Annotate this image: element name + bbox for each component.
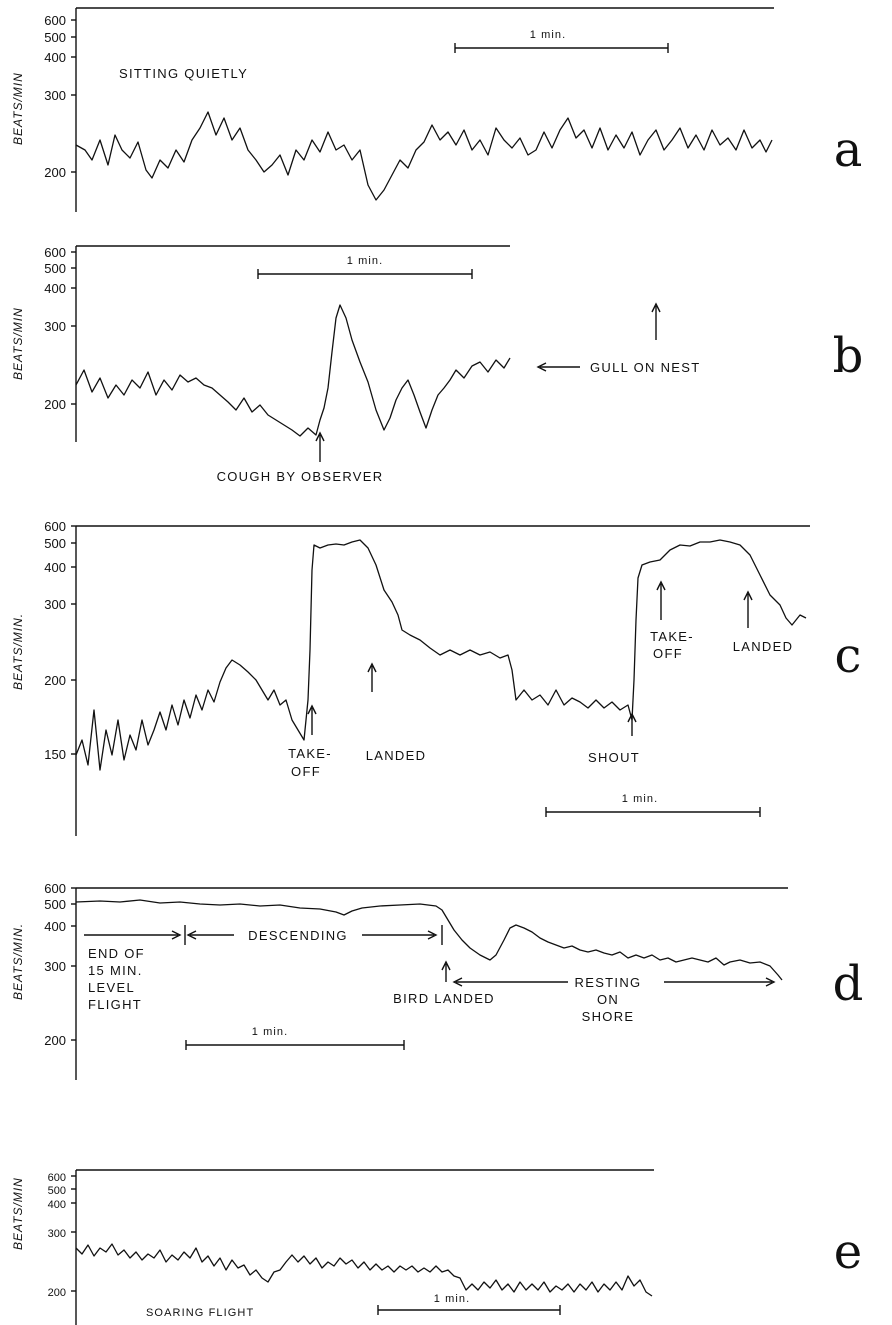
annotation-takeoff-2: TAKE- — [650, 629, 694, 644]
time-scale-label: 1 min. — [347, 255, 384, 267]
time-scale-label: 1 min. — [530, 29, 567, 41]
y-tick-label: 400 — [44, 50, 66, 65]
y-axis-label: BEATS/MIN. — [11, 923, 25, 1000]
annotation-shout: SHOUT — [588, 750, 640, 765]
annotation-end-of-flight-line4: FLIGHT — [88, 997, 142, 1012]
y-axis-label: BEATS/MIN — [11, 1177, 25, 1250]
y-tick-label: 200 — [44, 397, 66, 412]
y-tick-label: 150 — [44, 747, 66, 762]
panel-c: BEATS/MIN. 600 500 400 300 200 150 TAKE-… — [11, 519, 861, 836]
annotation-takeoff-2-line2: OFF — [653, 646, 683, 661]
annotation-takeoff-1-line2: OFF — [291, 764, 321, 779]
time-scale-label: 1 min. — [622, 793, 659, 805]
annotation-landed-1: LANDED — [366, 748, 427, 763]
annotation-landed-2: LANDED — [733, 639, 794, 654]
annotation-end-of-flight-line2: 15 MIN. — [88, 963, 143, 978]
annotation-resting-line2: ON — [597, 992, 619, 1007]
annotation-cough-by-observer: COUGH BY OBSERVER — [217, 469, 384, 484]
heart-rate-trace — [75, 899, 783, 981]
y-tick-label: 200 — [44, 165, 66, 180]
y-tick-label: 500 — [44, 30, 66, 45]
panel-a: BEATS/MIN 600 500 400 300 200 1 min. SIT… — [11, 7, 863, 212]
panel-letter-d: d — [833, 956, 864, 1012]
panel-letter-c: c — [835, 628, 862, 684]
panel-letter-a: a — [834, 122, 863, 178]
annotation-descending: DESCENDING — [248, 928, 348, 943]
y-tick-label: 400 — [44, 919, 66, 934]
heart-rate-trace — [75, 111, 773, 201]
y-tick-label: 400 — [48, 1199, 66, 1211]
panel-b: BEATS/MIN 600 500 400 300 200 1 min. COU… — [11, 245, 863, 484]
y-tick-label: 600 — [44, 881, 66, 896]
y-axis-label: BEATS/MIN — [11, 307, 25, 380]
y-tick-label: 200 — [44, 673, 66, 688]
heart-rate-trace — [75, 539, 807, 771]
y-tick-label: 300 — [48, 1228, 66, 1240]
annotation-resting: RESTING — [575, 975, 642, 990]
panel-letter-e: e — [834, 1224, 862, 1280]
time-scale-label: 1 min. — [434, 1293, 471, 1305]
y-tick-label: 500 — [44, 536, 66, 551]
annotation-bird-landed: BIRD LANDED — [393, 991, 495, 1006]
y-tick-label: 500 — [44, 261, 66, 276]
annotation-end-of-flight: END OF — [88, 946, 145, 961]
y-tick-label: 400 — [44, 281, 66, 296]
annotation-gull-on-nest: GULL ON NEST — [590, 360, 700, 375]
heart-rate-trace — [75, 304, 511, 437]
y-tick-label: 600 — [44, 519, 66, 534]
y-tick-label: 300 — [44, 959, 66, 974]
annotation-resting-line3: SHORE — [582, 1009, 635, 1024]
annotation-end-of-flight-line3: LEVEL — [88, 980, 135, 995]
y-tick-label: 600 — [44, 245, 66, 260]
y-tick-label: 600 — [48, 1172, 66, 1184]
y-tick-label: 300 — [44, 319, 66, 334]
y-tick-label: 500 — [48, 1185, 66, 1197]
annotation-takeoff-1: TAKE- — [288, 746, 332, 761]
panel-e: BEATS/MIN 600 500 400 300 200 SOARING FL… — [11, 1169, 862, 1325]
y-tick-label: 500 — [44, 897, 66, 912]
y-axis-label: BEATS/MIN. — [11, 613, 25, 690]
y-tick-label: 400 — [44, 560, 66, 575]
y-tick-label: 200 — [48, 1287, 66, 1299]
panel-d: BEATS/MIN. 600 500 400 300 200 DESCENDIN… — [11, 881, 863, 1080]
panel-letter-b: b — [833, 328, 864, 384]
heart-rate-trace — [75, 1243, 653, 1297]
y-tick-label: 200 — [44, 1033, 66, 1048]
y-tick-label: 600 — [44, 13, 66, 28]
annotation-sitting-quietly: SITTING QUIETLY — [119, 66, 248, 81]
time-scale-label: 1 min. — [252, 1026, 289, 1038]
y-tick-label: 300 — [44, 88, 66, 103]
annotation-soaring-flight: SOARING FLIGHT — [146, 1307, 254, 1319]
y-tick-label: 300 — [44, 597, 66, 612]
y-axis-label: BEATS/MIN — [11, 72, 25, 145]
